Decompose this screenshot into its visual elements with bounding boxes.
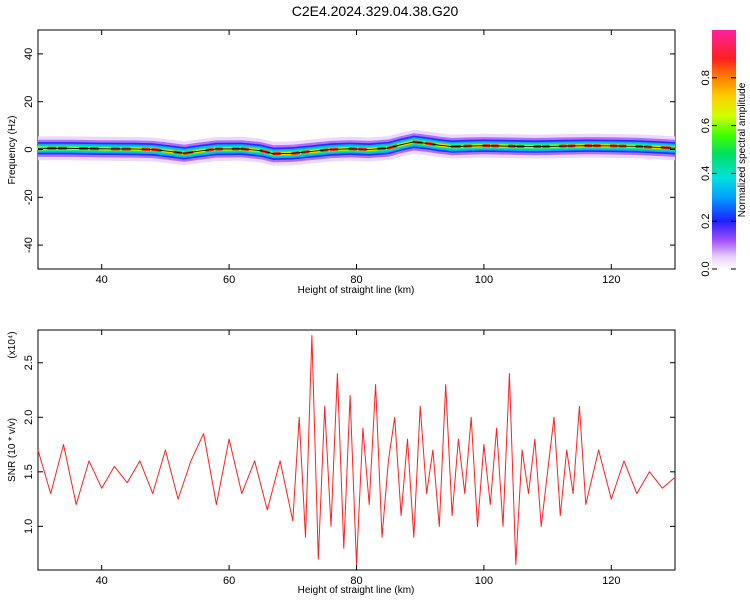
spectrogram-x-tick-label: 120: [602, 274, 620, 286]
snr-x-ticks: 40 60 80 100 120: [96, 330, 620, 587]
snr-y-tick-label: 1.5: [23, 464, 35, 479]
colorbar-tick-label: 0.0: [700, 261, 712, 276]
colorbar-tick-label: 0.2: [700, 214, 712, 229]
colorbar: 0.0 0.2 0.4 0.6 0.8 Normalized spectral ampl…: [700, 30, 748, 277]
spectrogram-y-tick-label: 40: [23, 48, 35, 60]
spectrogram-ridge: [36, 129, 676, 166]
colorbar-gradient: [712, 30, 736, 269]
spectrogram-x-tick-label: 40: [96, 274, 108, 286]
snr-series-line: [37, 335, 676, 565]
spectrogram-y-tick-label: 0: [23, 146, 35, 152]
spectrogram-y-axis-label: Frequency (Hz): [7, 116, 18, 185]
snr-panel: 40 60 80 100 120 1.0 1.5 2.0 2.5 Height of stra…: [7, 329, 676, 596]
spectrogram-x-tick-label: 100: [475, 274, 493, 286]
colorbar-tick-label: 0.8: [700, 70, 712, 85]
colorbar-label: Normalized spectral amplitude: [737, 82, 748, 217]
snr-x-axis-label: Height of straight line (km): [298, 585, 415, 596]
spectrogram-x-ticks: 40 60 80 100 120: [96, 30, 620, 286]
snr-y-tick-label: 1.0: [23, 519, 35, 534]
spectrogram-y-tick-label: -20: [23, 189, 35, 205]
spectrogram-y-tick-label: -40: [23, 237, 35, 253]
spectrogram-ridge-line: [38, 141, 676, 155]
spectrogram-panel: 40 60 80 100 120 -40 -20 0 20 40 Height of strai…: [7, 29, 676, 296]
spectrogram-y-ticks: -40 -20 0 20 40: [23, 48, 675, 253]
snr-x-tick-label: 40: [96, 575, 108, 587]
spectrogram-y-tick-label: 20: [23, 96, 35, 108]
snr-y-tick-label: 2.0: [23, 410, 35, 425]
spectrogram-x-axis-label: Height of straight line (km): [298, 285, 415, 296]
colorbar-tick-label: 0.6: [700, 118, 712, 133]
figure-title: C2E4.2024.329.04.38.G20: [292, 3, 459, 19]
snr-series-path: [37, 335, 676, 565]
spectrogram-x-tick-label: 80: [350, 274, 362, 286]
snr-plot-area: [37, 329, 676, 571]
snr-x-tick-label: 100: [475, 575, 493, 587]
snr-x-tick-label: 60: [223, 575, 235, 587]
snr-x-tick-label: 120: [602, 575, 620, 587]
colorbar-ticks: 0.0 0.2 0.4 0.6 0.8: [700, 70, 736, 277]
colorbar-tick-label: 0.4: [700, 166, 712, 181]
snr-y-tick-label: 2.5: [23, 355, 35, 370]
snr-y-ticks: 1.0 1.5 2.0 2.5: [23, 355, 675, 534]
snr-y-multiplier: (x10⁴): [7, 331, 18, 358]
snr-x-tick-label: 80: [350, 575, 362, 587]
snr-y-axis-label: SNR (10 * v/v): [7, 418, 18, 482]
spectrogram-x-tick-label: 60: [223, 274, 235, 286]
